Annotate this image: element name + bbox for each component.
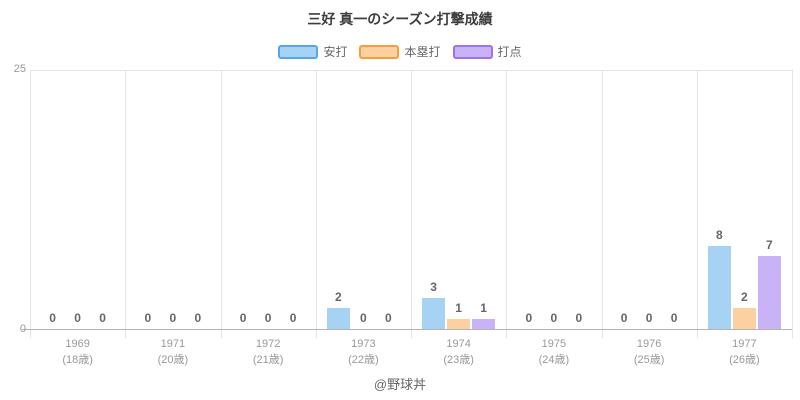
value-label: 0 xyxy=(239,311,247,325)
legend-swatch-icon xyxy=(359,44,400,59)
y-tick-label: 0 xyxy=(19,323,26,335)
value-label: 0 xyxy=(74,311,81,325)
x-tick-age-label: (25歳) xyxy=(633,354,665,366)
chart-title: 三好 真一のシーズン打撃成績 xyxy=(307,11,493,27)
bar-本塁打-1977 xyxy=(732,308,756,329)
gridline-vertical xyxy=(601,70,603,338)
value-label: 0 xyxy=(264,311,272,325)
x-tick-age-label: (22歳) xyxy=(348,354,379,366)
footer-credit: @野球丼 xyxy=(373,377,427,392)
legend-item-安打[interactable]: 安打 xyxy=(278,43,347,60)
legend: 安打 本塁打 打点 xyxy=(0,43,800,60)
bar-安打-1973 xyxy=(326,308,350,329)
x-tick-year-label: 1974 xyxy=(446,338,471,350)
x-tick-age-label: (20歳) xyxy=(157,354,189,366)
x-tick-year-label: 1971 xyxy=(160,338,186,350)
bar-安打-1977 xyxy=(707,245,731,329)
value-label: 0 xyxy=(99,311,106,325)
gridline-vertical xyxy=(220,70,222,338)
x-tick-age-label: (26歳) xyxy=(729,354,760,366)
value-label: 0 xyxy=(575,311,583,325)
legend-label: 安打 xyxy=(323,45,348,59)
gridline-vertical xyxy=(315,70,317,338)
value-label: 2 xyxy=(335,290,342,305)
x-tick-year-label: 1969 xyxy=(65,338,90,350)
value-label: 0 xyxy=(645,311,653,325)
x-tick-age-label: (21歳) xyxy=(252,354,284,366)
legend-swatch-icon xyxy=(452,44,493,59)
value-label: 7 xyxy=(766,238,773,253)
gridline-vertical xyxy=(506,70,508,338)
bar-安打-1974 xyxy=(422,297,446,329)
legend-item-本塁打[interactable]: 本塁打 xyxy=(359,43,441,60)
value-label: 0 xyxy=(360,311,367,325)
value-label: 8 xyxy=(716,227,723,242)
value-label: 0 xyxy=(620,311,628,325)
x-tick-year-label: 1975 xyxy=(541,338,567,350)
value-label: 0 xyxy=(194,311,202,325)
x-tick-year-label: 1976 xyxy=(636,338,662,350)
value-label: 0 xyxy=(525,311,533,325)
x-tick-year-label: 1977 xyxy=(732,338,757,350)
x-tick-year-label: 1972 xyxy=(255,338,281,350)
bar-打点-1974 xyxy=(472,318,496,329)
legend-swatch-icon xyxy=(278,44,319,59)
legend-item-打点[interactable]: 打点 xyxy=(452,43,522,60)
value-label: 0 xyxy=(169,311,177,325)
value-label: 1 xyxy=(455,300,462,315)
x-tick-year-label: 1973 xyxy=(351,338,376,350)
x-tick-age-label: (18歳) xyxy=(62,354,93,366)
value-label: 0 xyxy=(385,311,392,325)
x-tick-age-label: (24歳) xyxy=(538,354,570,366)
value-label: 0 xyxy=(670,311,678,325)
gridline-vertical xyxy=(792,70,793,338)
gridline-vertical xyxy=(411,70,412,338)
gridline-vertical xyxy=(696,70,698,338)
x-tick-age-label: (23歳) xyxy=(443,354,474,366)
value-label: 0 xyxy=(49,311,56,325)
plot-area: 0 0 0 0 0 0 0 0 0 2 0 0 3 1 1 0 0 0 0 0 0 8 2 7 xyxy=(22,70,793,338)
gridline-vertical xyxy=(125,70,127,338)
value-label: 0 xyxy=(289,311,297,325)
value-label: 0 xyxy=(144,311,152,325)
legend-label: 打点 xyxy=(497,45,522,59)
x-axis-line xyxy=(22,329,792,330)
legend-label: 本塁打 xyxy=(404,45,441,59)
value-label: 1 xyxy=(480,300,487,315)
value-label: 2 xyxy=(741,290,748,305)
value-label: 0 xyxy=(550,311,558,325)
y-tick-label: 25 xyxy=(13,63,26,75)
gridline-vertical xyxy=(30,70,31,338)
bar-本塁打-1974 xyxy=(447,318,471,329)
bar-打点-1977 xyxy=(757,256,781,329)
value-label: 3 xyxy=(430,279,437,294)
